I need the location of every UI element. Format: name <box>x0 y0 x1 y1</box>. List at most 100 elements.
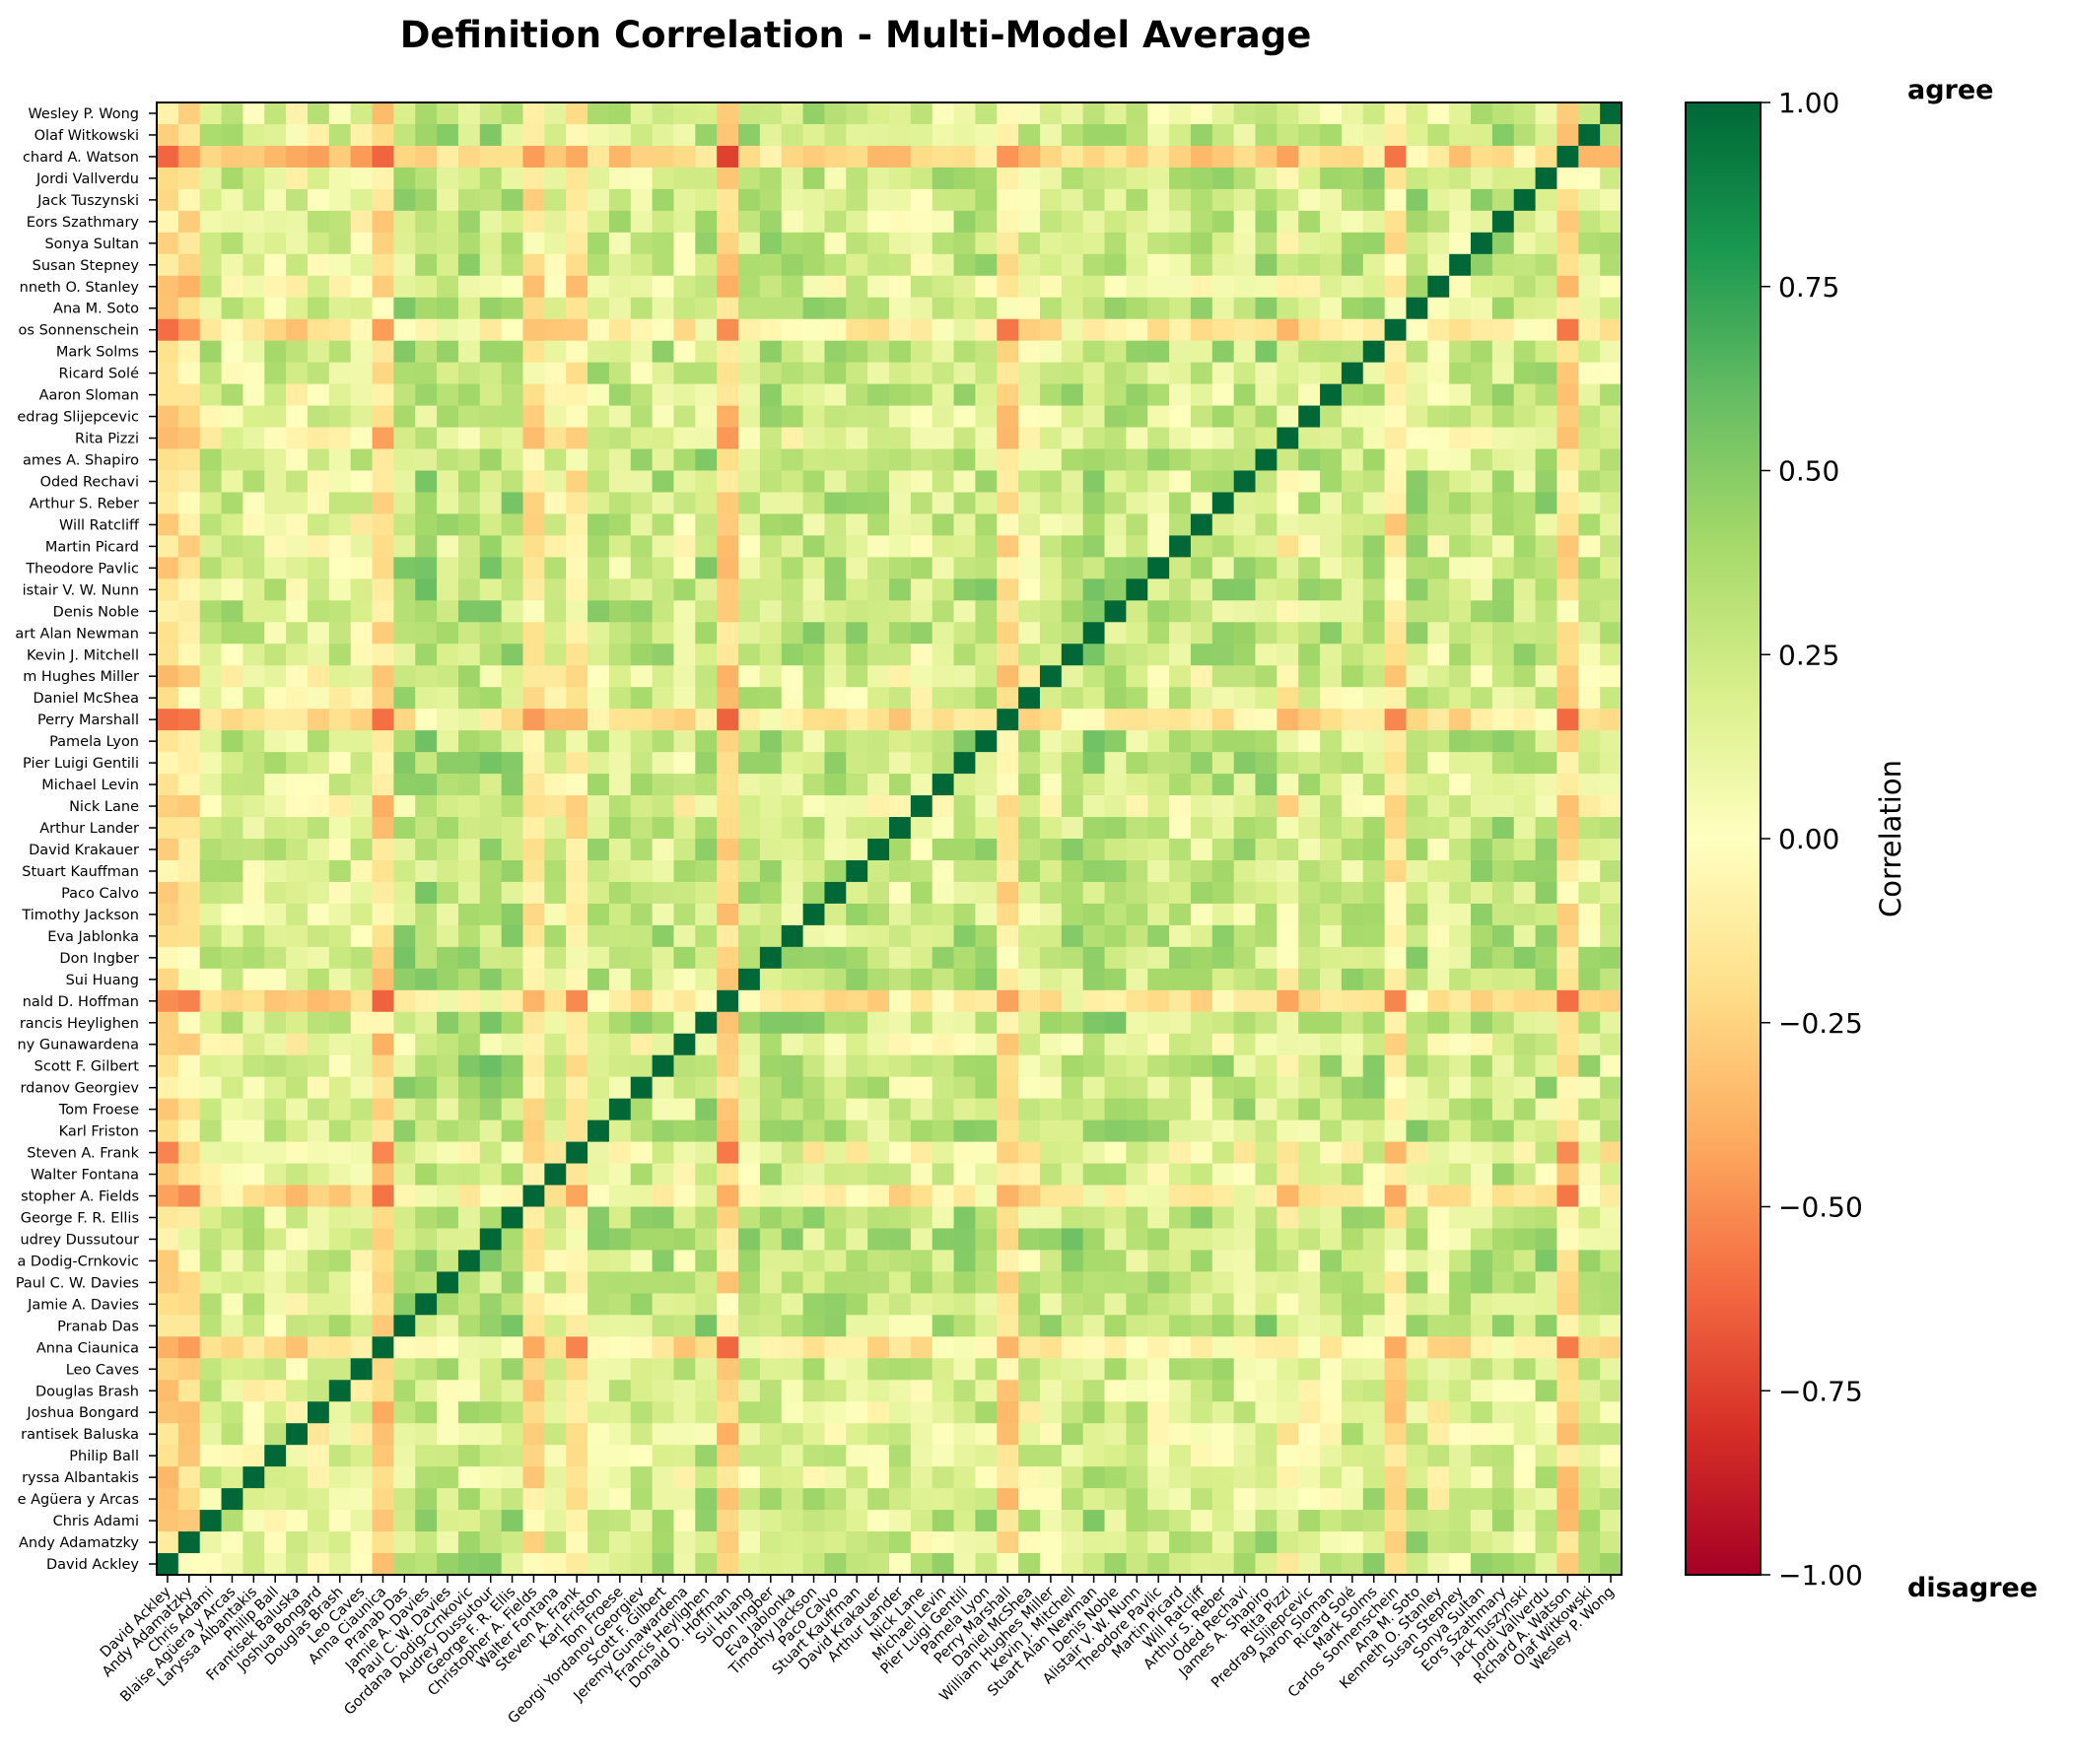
heatmap-cell <box>437 1098 459 1121</box>
heatmap-cell <box>522 145 545 169</box>
heatmap-cell <box>997 1011 1019 1035</box>
heatmap-cell <box>1255 859 1278 883</box>
heatmap-cell <box>1255 709 1278 731</box>
heatmap-cell <box>1061 1510 1084 1532</box>
heatmap-cell <box>781 1466 804 1489</box>
heatmap-cell <box>608 1488 632 1511</box>
heatmap-cell <box>759 405 783 429</box>
heatmap-cell <box>1406 1076 1428 1100</box>
heatmap-cell <box>221 1466 244 1489</box>
heatmap-cell <box>177 362 201 385</box>
heatmap-cell <box>1039 1098 1063 1121</box>
heatmap-cell <box>1255 946 1278 970</box>
heatmap-cell <box>479 1250 503 1273</box>
y-tick-label: Daniel McShea <box>33 691 139 707</box>
heatmap-cell <box>695 297 718 320</box>
heatmap-cell <box>1320 1119 1343 1143</box>
heatmap-cell <box>695 557 718 579</box>
heatmap-cell <box>522 1206 545 1230</box>
heatmap-cell <box>1513 1011 1537 1035</box>
heatmap-cell <box>1320 318 1343 342</box>
heatmap-cell <box>1600 1358 1623 1381</box>
heatmap-cell <box>566 1163 588 1187</box>
heatmap-cell <box>1233 1553 1257 1576</box>
heatmap-cell <box>975 123 998 147</box>
y-tick-label: Tom Froese <box>58 1103 139 1119</box>
heatmap-cell <box>264 145 287 169</box>
heatmap-cell <box>479 622 503 645</box>
heatmap-cell <box>802 578 826 601</box>
heatmap-cell <box>1449 1098 1472 1121</box>
heatmap-cell <box>242 903 265 926</box>
heatmap-cell <box>350 989 374 1013</box>
heatmap-cell <box>630 839 654 861</box>
heatmap-cell <box>1362 1185 1386 1208</box>
heatmap-cell <box>1082 427 1106 450</box>
heatmap-cell <box>759 470 783 494</box>
heatmap-cell <box>1449 1119 1472 1143</box>
heatmap-cell <box>1320 1185 1343 1208</box>
heatmap-cell <box>177 968 201 991</box>
heatmap-cell <box>1406 470 1428 494</box>
heatmap-cell <box>1471 1271 1493 1294</box>
heatmap-cell <box>717 188 739 212</box>
heatmap-cell <box>652 795 675 818</box>
heatmap-cell <box>953 1423 977 1446</box>
heatmap-cell <box>802 968 826 991</box>
heatmap-cell <box>1039 362 1063 385</box>
heatmap-cell <box>1600 188 1623 212</box>
heatmap-cell <box>910 578 933 601</box>
heatmap-cell <box>1061 600 1084 623</box>
heatmap-cell <box>608 578 632 601</box>
heatmap-cell <box>199 1510 223 1532</box>
heatmap-cell <box>328 1488 352 1511</box>
heatmap-cell <box>953 881 977 905</box>
heatmap-cell <box>1255 340 1278 364</box>
heatmap-cell <box>286 752 309 775</box>
heatmap-cell <box>437 1033 459 1056</box>
heatmap-cell <box>1535 687 1558 710</box>
disagree-label: disagree <box>1907 1573 2038 1603</box>
heatmap-cell <box>1018 1011 1041 1035</box>
heatmap-cell <box>1384 557 1408 579</box>
heatmap-cell <box>566 535 588 558</box>
heatmap-cell <box>1578 1206 1601 1230</box>
heatmap-cell <box>415 232 438 255</box>
heatmap-cell <box>1061 297 1084 320</box>
heatmap-cell <box>393 1141 416 1165</box>
heatmap-cell <box>652 600 675 623</box>
heatmap-cell <box>1449 1054 1472 1078</box>
heatmap-cell <box>975 795 998 818</box>
heatmap-cell <box>1211 1445 1235 1467</box>
heatmap-cell <box>630 600 654 623</box>
heatmap-cell <box>286 1531 309 1554</box>
heatmap-cell <box>587 644 610 666</box>
heatmap-cell <box>1578 1271 1601 1294</box>
heatmap-cell <box>372 448 394 472</box>
heatmap-cell <box>1126 1510 1148 1532</box>
heatmap-cell <box>1600 275 1623 299</box>
heatmap-cell <box>1147 340 1170 364</box>
heatmap-cell <box>824 1076 847 1100</box>
heatmap-cell <box>630 405 654 429</box>
heatmap-cell <box>177 709 201 731</box>
heatmap-cell <box>932 1271 955 1294</box>
heatmap-cell <box>932 1358 955 1381</box>
heatmap-cell <box>437 513 459 537</box>
heatmap-cell <box>910 730 933 753</box>
heatmap-cell <box>587 839 610 861</box>
heatmap-cell <box>1190 123 1213 147</box>
heatmap-cell <box>199 730 223 753</box>
heatmap-cell <box>759 687 783 710</box>
heatmap-cell <box>522 557 545 579</box>
heatmap-cell <box>1449 1141 1472 1165</box>
heatmap-cell <box>566 123 588 147</box>
heatmap-cell <box>157 1076 179 1100</box>
heatmap-cell <box>1147 903 1170 926</box>
heatmap-cell <box>264 600 287 623</box>
heatmap-cell <box>652 253 675 277</box>
heatmap-cell <box>1211 513 1235 537</box>
heatmap-cell <box>1018 1185 1041 1208</box>
heatmap-cell <box>264 968 287 991</box>
heatmap-cell <box>1190 946 1213 970</box>
